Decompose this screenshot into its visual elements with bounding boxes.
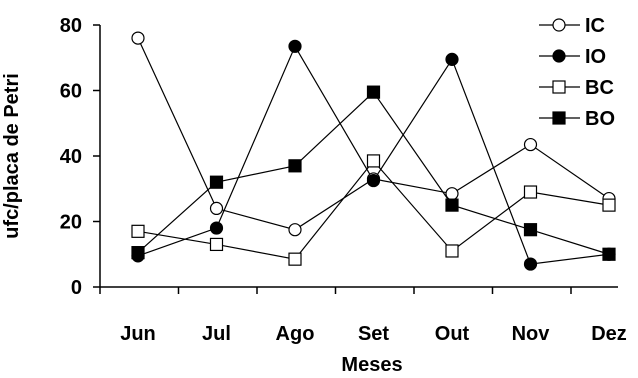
data-point-ic <box>131 31 145 45</box>
data-point-bo <box>602 247 616 261</box>
legend-label: IC <box>585 15 605 37</box>
x-axis-ticks: Jun Jul Ago Set Out Nov Dez <box>99 287 627 345</box>
data-point-ic <box>288 223 302 237</box>
data-point-ic <box>209 201 224 215</box>
data-point-bo <box>288 159 302 173</box>
legend-label: BC <box>585 77 614 99</box>
data-point-io <box>288 39 302 53</box>
data-point-io <box>209 221 224 235</box>
data-point-bc <box>131 224 145 238</box>
x-tick-label: Nov <box>512 323 551 345</box>
legend-item-io: IO <box>539 46 606 68</box>
data-point-io <box>366 173 381 188</box>
x-tick-label: Out <box>435 323 470 345</box>
data-point-bo <box>131 246 145 260</box>
x-tick-label: Jun <box>120 323 156 345</box>
series-markers <box>131 31 616 271</box>
y-axis-ticks: 0 20 40 60 80 <box>60 15 100 299</box>
data-point-bc <box>209 237 224 252</box>
data-point-bc <box>288 252 302 266</box>
x-tick-label: Dez <box>591 323 627 345</box>
legend-marker <box>552 80 566 94</box>
y-tick-label: 20 <box>60 212 82 234</box>
x-axis-title: Meses <box>341 354 402 376</box>
data-point-bo <box>209 175 224 189</box>
series-lines <box>137 37 610 265</box>
legend-marker <box>552 18 566 32</box>
data-point-bc <box>366 154 381 168</box>
legend-item-bc: BC <box>539 77 614 99</box>
series-line-ic <box>137 37 610 231</box>
y-tick-label: 40 <box>60 146 82 168</box>
y-axis-title: ufc/placa de Petri <box>1 73 23 239</box>
data-point-bo <box>445 198 459 212</box>
legend: IC IO BC BO <box>539 15 615 130</box>
y-tick-label: 60 <box>60 81 82 103</box>
y-tick-label: 0 <box>71 277 82 299</box>
data-point-bc <box>602 198 616 212</box>
legend-marker <box>552 111 566 125</box>
legend-item-ic: IC <box>539 15 605 37</box>
x-tick-label: Jul <box>202 323 231 345</box>
x-tick-label: Ago <box>276 323 315 345</box>
data-point-ic <box>523 137 538 152</box>
legend-label: BO <box>585 108 615 130</box>
data-point-bo <box>523 223 538 237</box>
data-point-io <box>523 257 538 271</box>
legend-item-bo: BO <box>539 108 615 130</box>
legend-label: IO <box>585 46 606 68</box>
data-point-ic <box>445 187 459 201</box>
data-point-bc <box>523 185 538 199</box>
x-tick-label: Set <box>358 323 389 345</box>
plot-area: 0 20 40 60 80 Jun Jul Ago Set Out Nov Dez <box>60 15 627 345</box>
data-point-bo <box>366 85 381 99</box>
data-point-io <box>445 52 459 66</box>
legend-marker <box>552 49 566 63</box>
y-tick-label: 80 <box>60 15 82 37</box>
data-point-bc <box>445 244 459 258</box>
